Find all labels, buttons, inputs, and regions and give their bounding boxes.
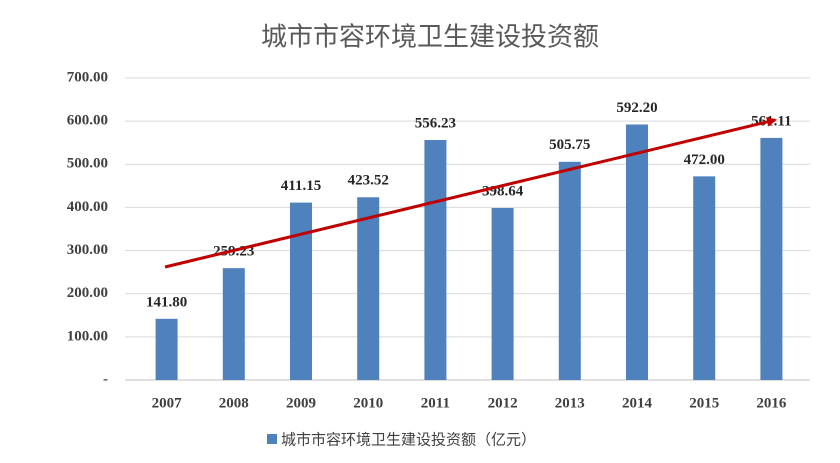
value-label: 505.75 (549, 137, 590, 153)
y-tick-label: - (103, 371, 108, 387)
chart-title: 城市市容环境卫生建设投资额 (261, 23, 599, 53)
y-tick-label: 500.00 (67, 156, 108, 172)
y-tick-label: 200.00 (67, 285, 108, 301)
bar (626, 124, 648, 381)
x-tick-label: 2015 (689, 395, 719, 411)
bar (693, 176, 716, 380)
x-tick-label: 2009 (286, 395, 316, 411)
bar (424, 140, 447, 380)
legend-swatch (267, 434, 277, 444)
x-tick-label: 2016 (756, 395, 787, 411)
x-tick-label: 2013 (555, 395, 585, 411)
x-tick-label: 2014 (622, 395, 653, 411)
plot-area: - 100.00 200.00 300.00 400.00 500.00 600.00 700… (67, 69, 810, 411)
x-tick-label: 2010 (353, 395, 383, 411)
y-tick-label: 600.00 (67, 113, 108, 129)
bar (760, 137, 783, 380)
legend-label: 城市市容环境卫生建设投资额（亿元） (281, 431, 536, 449)
value-label: 472.00 (684, 152, 725, 168)
value-label: 411.15 (281, 178, 321, 194)
value-label: 556.23 (415, 115, 456, 131)
value-label: 141.80 (146, 294, 187, 310)
y-tick-label: 300.00 (67, 242, 108, 258)
bar (357, 197, 380, 380)
x-tick-label: 2008 (219, 395, 249, 411)
x-tick-label: 2011 (421, 395, 450, 411)
value-label: 423.52 (348, 173, 389, 189)
y-tick-label: 100.00 (67, 328, 108, 344)
y-tick-label: 400.00 (67, 199, 108, 215)
bar (155, 318, 178, 380)
bar (558, 161, 581, 380)
value-label: 592.20 (616, 100, 657, 116)
y-tick-label: 700.00 (67, 69, 108, 85)
trend-arrow (164, 117, 777, 269)
x-tick-label: 2007 (152, 395, 183, 411)
bar (290, 202, 312, 380)
bar (491, 208, 514, 380)
bar (222, 268, 245, 380)
x-tick-label: 2012 (488, 395, 518, 411)
